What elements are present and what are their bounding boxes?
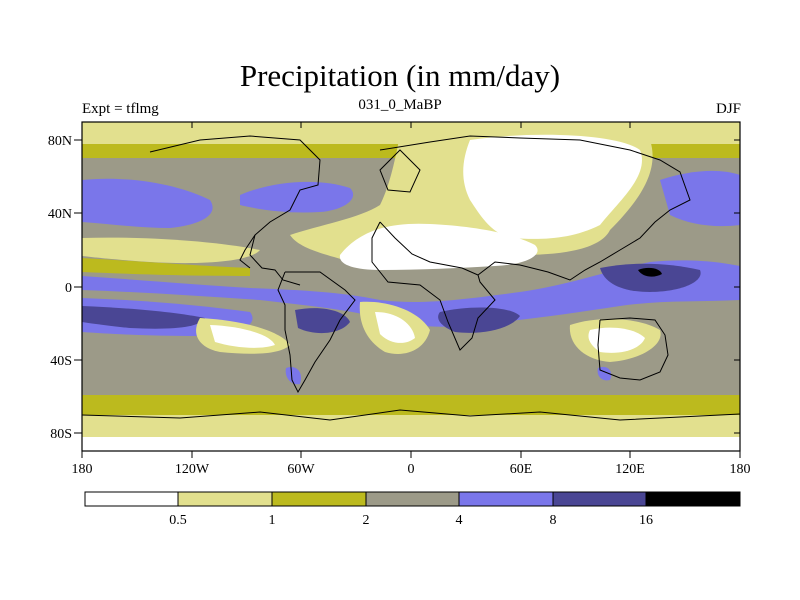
x-tick-label: 180 — [730, 462, 751, 477]
eurasia-coast — [379, 135, 691, 281]
patagonia-wet — [285, 366, 302, 385]
x-tick-label: 60E — [510, 462, 533, 477]
northwest-pacific-wet — [660, 170, 740, 227]
legend-label: 0.5 — [169, 513, 187, 528]
y-tick-label: 40S — [50, 354, 72, 369]
south-america-coast — [277, 271, 356, 394]
maritime-continent-extreme — [638, 267, 662, 277]
legend-swatch-6 — [646, 492, 740, 506]
central-america-coast — [239, 234, 256, 269]
australia-coast — [597, 317, 669, 381]
europe-coast — [379, 149, 421, 193]
x-tick-label: 120E — [615, 462, 645, 477]
legend-label: 16 — [639, 513, 653, 528]
legend-swatch-5 — [553, 492, 646, 506]
itcz-wet — [82, 260, 740, 327]
legend-swatch-4 — [459, 492, 553, 506]
legend-swatch-0 — [85, 492, 178, 506]
x-tick-label: 0 — [408, 462, 415, 477]
legend-swatch-1 — [178, 492, 272, 506]
legend-label: 4 — [456, 513, 463, 528]
y-tick-label: 80S — [50, 427, 72, 442]
north-subtropic-dry — [82, 237, 260, 264]
legend-label: 2 — [363, 513, 370, 528]
australia-very-dry — [588, 327, 645, 353]
antarctic-margin-band — [82, 415, 740, 437]
southern-ocean-band — [82, 395, 740, 415]
south-atlantic-very-dry — [375, 312, 415, 343]
legend-swatch-2 — [272, 492, 366, 506]
legend-colorbar: 0.5 1 2 4 8 16 — [84, 491, 741, 528]
x-tick-label: 60W — [287, 462, 315, 477]
x-tick-label: 180 — [72, 462, 93, 477]
maritime-continent-very-wet — [600, 263, 701, 292]
x-tick-label: 120W — [175, 462, 210, 477]
legend-swatch-3 — [366, 492, 459, 506]
y-tick-label: 40N — [48, 207, 72, 222]
north-subtropic-band — [82, 258, 250, 276]
north-america-coast — [149, 135, 321, 286]
y-axis: 80N 40N 0 40S 80S — [48, 134, 740, 442]
x-axis: 180 120W 60W 0 60E 120E 180 — [72, 122, 751, 477]
precip-field — [82, 122, 740, 451]
north-pacific-wet — [82, 178, 213, 228]
antarctic-band — [82, 437, 740, 451]
time-label: 031_0_MaBP — [358, 97, 442, 113]
legend-label: 8 — [550, 513, 557, 528]
southeast-pacific-very-dry — [210, 325, 275, 348]
experiment-label: Expt = tflmg — [82, 101, 159, 117]
legend-label: 1 — [269, 513, 276, 528]
legend-frame — [84, 491, 741, 507]
south-pacific-very-wet — [82, 306, 205, 329]
y-tick-label: 80N — [48, 134, 72, 149]
coastlines — [82, 135, 740, 421]
africa-very-wet — [438, 307, 520, 333]
eurasia-dry — [463, 134, 642, 239]
sahara-dry — [339, 223, 538, 270]
season-label: DJF — [715, 101, 741, 117]
map-title: Precipitation (in mm/day) — [239, 58, 561, 93]
africa-coast — [371, 221, 496, 351]
antarctica-coast — [82, 409, 740, 421]
y-tick-label: 0 — [65, 281, 72, 296]
